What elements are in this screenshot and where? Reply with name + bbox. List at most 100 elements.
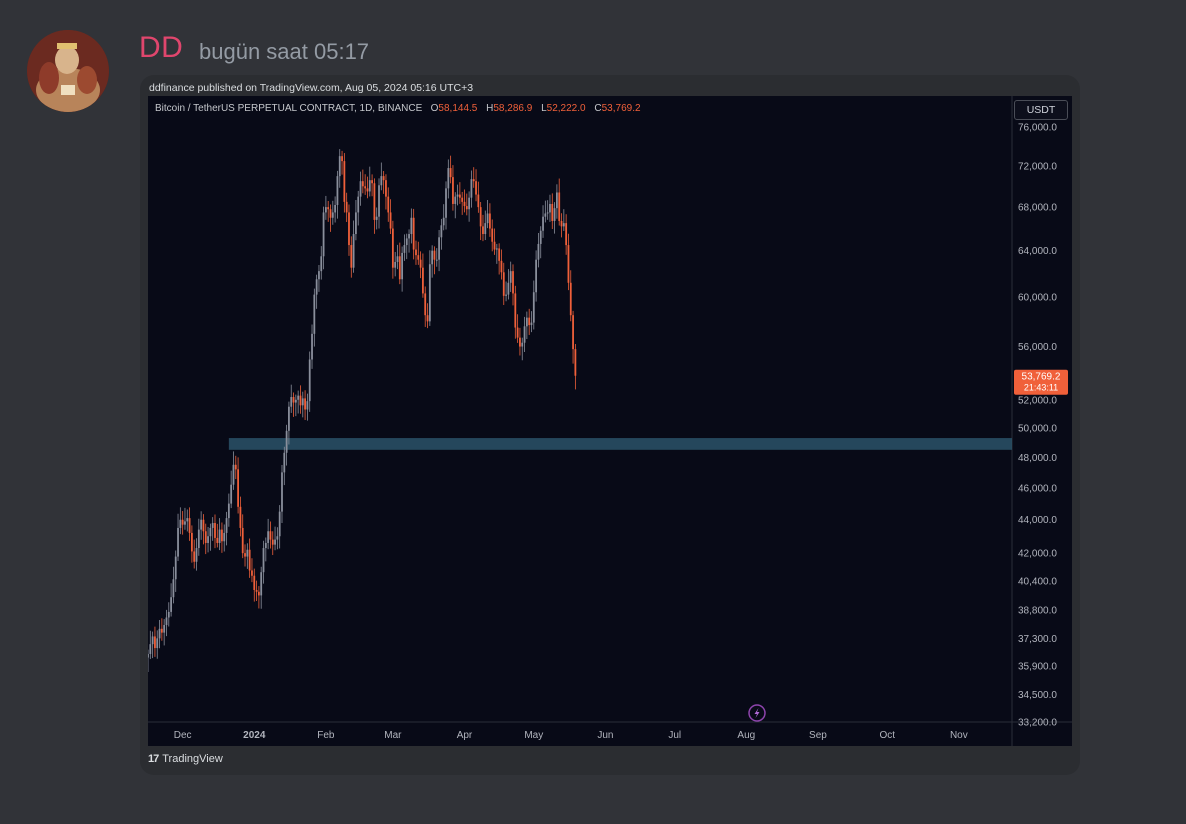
candle-body	[156, 638, 159, 649]
candle-body	[445, 188, 447, 218]
candle-body	[484, 223, 487, 235]
avatar[interactable]	[27, 30, 109, 112]
candle-body	[569, 282, 572, 316]
candle-body	[267, 531, 270, 543]
time-axis-label: Apr	[457, 730, 473, 741]
candle-body	[167, 611, 170, 618]
candle-body	[271, 539, 274, 545]
time-axis-label: Jun	[597, 730, 613, 741]
tradingview-footer[interactable]: 17 TradingView	[148, 753, 223, 765]
candle-body	[338, 156, 341, 177]
candle-body	[329, 209, 332, 218]
candle-body	[447, 168, 450, 189]
price-axis-label: 34,500.0	[1018, 690, 1057, 701]
event-marker-icon	[748, 704, 766, 722]
price-axis-label: 64,000.0	[1018, 246, 1057, 257]
candle-body	[193, 551, 196, 562]
price-tag-countdown: 21:43:11	[1024, 383, 1058, 393]
candle-body	[479, 207, 482, 227]
time-axis-label: Sep	[809, 730, 827, 741]
chart-frame[interactable]: 76,000.0 72,000.0 68,000.0 64,000.0 60,000.0…	[148, 96, 1072, 746]
candle-body	[181, 519, 184, 525]
candle-body	[505, 294, 507, 296]
candle-body	[177, 527, 179, 557]
candle-body	[574, 349, 577, 376]
candle-body	[364, 186, 367, 189]
candle-body	[535, 259, 538, 293]
candle-body	[292, 397, 295, 403]
candle-body	[562, 223, 565, 227]
candle-body	[336, 176, 339, 206]
price-axis-label: 72,000.0	[1018, 162, 1057, 173]
candle-body	[375, 216, 378, 220]
candle-body	[405, 238, 408, 246]
candle-body	[394, 261, 397, 268]
candle-body	[567, 245, 570, 283]
candle-body	[306, 401, 309, 410]
price-axis-label: 42,000.0	[1018, 549, 1057, 560]
candle-body	[495, 248, 498, 250]
candle-body	[197, 529, 200, 549]
candle-body	[204, 531, 207, 543]
price-axis-label: 76,000.0	[1018, 123, 1057, 134]
candle-body	[435, 259, 438, 261]
candle-body	[313, 294, 316, 334]
candle-body	[426, 315, 429, 322]
time-axis-label: Jul	[668, 730, 681, 741]
candle-body	[366, 188, 369, 192]
candle-body	[241, 527, 244, 554]
tradingview-logo-icon: 17	[148, 753, 159, 765]
candle-body	[207, 536, 209, 543]
candle-body	[232, 464, 235, 485]
candle-body	[345, 201, 348, 213]
candle-body	[290, 397, 293, 407]
candle-body	[170, 597, 173, 612]
candle-body	[350, 245, 353, 268]
candle-body	[283, 452, 286, 473]
price-axis-label: 37,300.0	[1018, 634, 1057, 645]
candle-body	[519, 337, 521, 347]
candle-body	[528, 317, 531, 326]
candle-body	[475, 181, 477, 195]
candle-body	[160, 628, 163, 633]
candle-body	[532, 292, 535, 323]
candle-body	[148, 653, 149, 658]
candle-body	[382, 176, 385, 181]
price-axis-label: 44,000.0	[1018, 515, 1057, 526]
candle-body	[442, 217, 445, 226]
candle-body	[327, 207, 330, 210]
candle-body	[304, 398, 306, 410]
candle-body	[491, 228, 494, 242]
candle-body	[343, 161, 346, 202]
candle-body	[184, 521, 186, 525]
currency-button[interactable]: USDT	[1014, 100, 1068, 120]
symbol-legend: Bitcoin / TetherUS PERPETUAL CONTRACT, 1…	[155, 103, 647, 114]
username[interactable]: DD	[139, 31, 184, 64]
time-axis-label: Feb	[317, 730, 335, 741]
candle-body	[371, 180, 373, 184]
candle-body	[523, 326, 526, 343]
tradingview-brand: TradingView	[162, 753, 223, 765]
candle-body	[322, 212, 325, 257]
candle-body	[500, 260, 503, 273]
candle-body	[489, 213, 491, 229]
candle-body	[470, 179, 473, 198]
candle-body	[551, 203, 554, 221]
candle-body	[378, 185, 380, 217]
candle-body	[190, 532, 193, 552]
candle-body	[163, 625, 166, 633]
candle-body	[244, 553, 246, 557]
candle-body	[560, 220, 563, 227]
candle-body	[151, 636, 154, 645]
candle-body	[251, 570, 253, 576]
price-axis-label: 38,800.0	[1018, 606, 1057, 617]
avatar-image	[27, 30, 109, 112]
candle-body	[553, 208, 556, 221]
candle-body	[341, 156, 343, 162]
tradingview-embed[interactable]: ddfinance published on TradingView.com, …	[140, 75, 1080, 775]
candle-body	[387, 196, 390, 213]
lightning-icon	[754, 708, 760, 718]
candle-body	[449, 168, 452, 178]
candle-body	[498, 248, 501, 261]
price-chart[interactable]: 76,000.0 72,000.0 68,000.0 64,000.0 60,000.0…	[148, 96, 1072, 746]
